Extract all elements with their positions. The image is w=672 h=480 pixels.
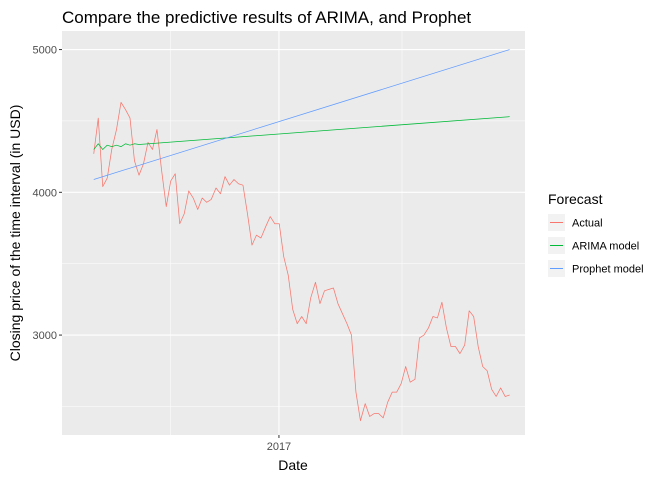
x-axis-label: Date (278, 457, 308, 473)
legend-label-actual: Actual (572, 218, 603, 230)
y-axis-ticks: 3000 4000 5000 (33, 45, 62, 342)
x-tick-label: 2017 (267, 441, 291, 453)
chart-title: Compare the predictive results of ARIMA,… (62, 8, 471, 27)
legend-title: Forecast (548, 191, 603, 207)
series-line-actual (93, 102, 510, 422)
plot-panel (62, 31, 525, 435)
series-layer (93, 49, 510, 422)
series-line-arima-model (93, 116, 510, 150)
legend: Forecast Actual ARIMA model Prophet model (548, 191, 644, 277)
y-axis-label: Closing price of the time interval (in U… (7, 105, 23, 362)
x-axis-ticks: 2017 (267, 435, 291, 453)
legend-label-arima-model: ARIMA model (572, 241, 639, 253)
y-tick-label: 5000 (33, 45, 57, 57)
legend-label-prophet-model: Prophet model (572, 264, 644, 276)
y-tick-label: 4000 (33, 187, 57, 199)
series-line-prophet-model (93, 49, 510, 180)
y-tick-label: 3000 (33, 330, 57, 342)
